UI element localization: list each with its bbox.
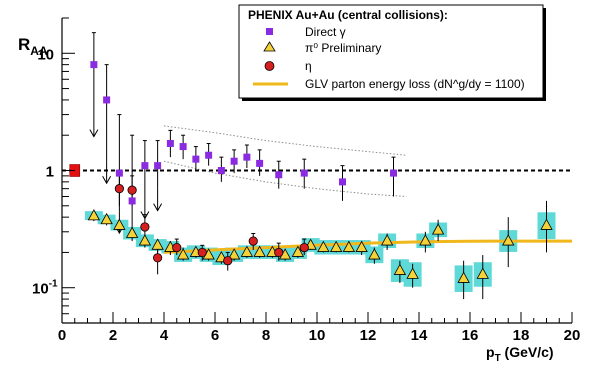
- direct-gamma-band-upper: [163, 125, 407, 156]
- eta-point: [248, 236, 258, 246]
- eta-point: [299, 242, 309, 253]
- pi0-point: [176, 248, 190, 260]
- direct-gamma-point: [339, 178, 346, 186]
- direct-gamma-point: [243, 153, 251, 161]
- x-tick-label: 4: [160, 327, 169, 344]
- pi0-point: [540, 218, 553, 230]
- eta-point: [223, 256, 233, 266]
- direct-gamma-point: [192, 155, 200, 163]
- legend-label-direct-gamma: Direct γ: [305, 25, 346, 39]
- axes-layer: 0 2 4 6 8 10 12 14 16 18 20 10 1 10-1: [32, 17, 581, 344]
- pi0-point: [151, 238, 164, 250]
- y-axis-label: RAA: [18, 35, 48, 58]
- pi0-point: [368, 248, 381, 260]
- pi0-point: [329, 240, 343, 252]
- x-tick-label: 2: [109, 327, 117, 344]
- direct-gamma-point: [115, 169, 123, 177]
- x-tick-label: 16: [462, 327, 479, 344]
- pi0-point: [419, 234, 432, 246]
- eta-point: [140, 222, 150, 232]
- pi0-point: [125, 226, 139, 238]
- pi0-point: [253, 245, 266, 257]
- upper-limit-arrow: [89, 129, 99, 138]
- legend-marker-direct-gamma: [266, 28, 273, 35]
- x-tick-label: 14: [411, 327, 428, 344]
- legend-label-pi0: π⁰ Preliminary: [305, 41, 381, 55]
- legend-marker-eta: [264, 61, 275, 71]
- glv-curve: [163, 239, 572, 254]
- x-tick-label: 12: [360, 327, 377, 344]
- direct-gamma-point: [154, 162, 162, 170]
- eta-point: [127, 185, 137, 195]
- markers-layer: [87, 61, 553, 283]
- legend-marker-pi0: [263, 41, 276, 52]
- pi0-point: [100, 212, 113, 225]
- upper-limit-arrow: [102, 175, 112, 185]
- pi0-point: [317, 240, 330, 252]
- direct-gamma-point: [300, 169, 308, 177]
- upper-limit-arrow: [153, 203, 163, 212]
- legend-label-glv: GLV parton energy loss (dN^g/dy = 1100): [305, 77, 525, 91]
- pi0-point: [431, 223, 445, 235]
- eta-point: [197, 247, 207, 258]
- x-axis-label: pT (GeV/c): [486, 344, 554, 364]
- direct-gamma-point: [217, 167, 225, 174]
- pi0-point: [227, 248, 241, 260]
- direct-gamma-point: [179, 143, 187, 151]
- pi0-point: [291, 245, 305, 257]
- eta-point: [153, 253, 163, 263]
- x-tick-label: 6: [211, 327, 219, 344]
- direct-gamma-point: [128, 197, 136, 205]
- pi0-point: [240, 245, 254, 257]
- glv-curve-layer: [163, 239, 572, 254]
- direct-gamma-point: [390, 169, 397, 177]
- x-tick-label: 0: [58, 327, 66, 344]
- pi0-point: [457, 271, 470, 283]
- pi0-point: [355, 240, 368, 252]
- eta-point: [114, 184, 124, 194]
- legend-label-eta: η: [305, 59, 312, 73]
- direct-gamma-point: [166, 139, 174, 147]
- direct-gamma-band-lower: [163, 160, 407, 197]
- pi0-point: [342, 240, 356, 252]
- pi0-point: [406, 267, 419, 279]
- y-tick-label: 10-1: [32, 279, 58, 298]
- direct-gamma-point: [230, 157, 238, 165]
- legend-title: PHENIX Au+Au (central collisions):: [248, 8, 448, 22]
- x-tick-label: 10: [309, 327, 326, 344]
- direct-gamma-point: [275, 171, 283, 179]
- x-tick-label: 8: [262, 327, 270, 344]
- reference-layer: [62, 164, 572, 177]
- direct-gamma-point: [205, 151, 213, 159]
- direct-gamma-point: [141, 162, 149, 170]
- pi0-point: [393, 263, 407, 275]
- direct-gamma-point: [90, 61, 98, 69]
- pi0-point: [380, 234, 394, 246]
- pi0-point: [113, 218, 126, 230]
- y-tick-label: 10: [37, 46, 54, 63]
- direct-gamma-point: [256, 159, 264, 167]
- pi0-point: [87, 209, 101, 221]
- direct-gamma-point: [103, 96, 111, 104]
- pi0-point: [476, 267, 489, 279]
- x-tick-label: 20: [564, 327, 581, 344]
- eta-point: [274, 247, 284, 258]
- pi0-point: [138, 234, 152, 246]
- pi0-point: [502, 234, 515, 246]
- x-tick-label: 18: [513, 327, 530, 344]
- eta-point: [172, 242, 182, 253]
- direct-gamma-band-layer: [163, 125, 407, 197]
- y-tick-label: 1: [46, 164, 54, 181]
- legend: PHENIX Au+Au (central collisions): Direc…: [238, 4, 546, 101]
